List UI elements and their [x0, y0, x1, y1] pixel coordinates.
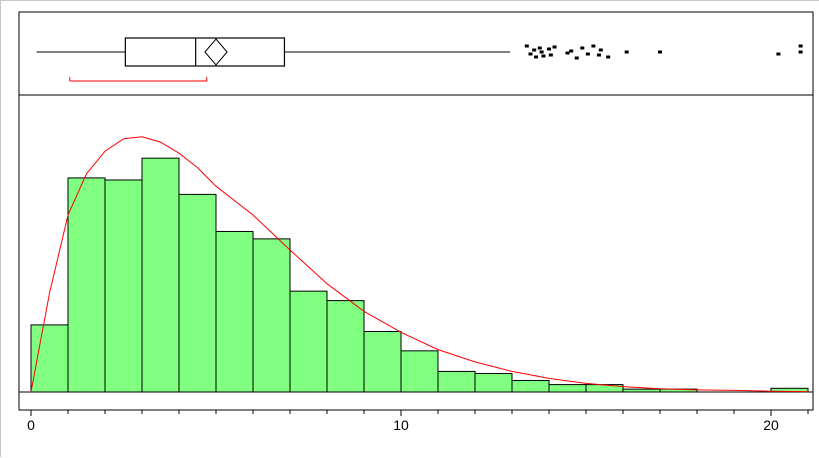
density-curve	[30, 136, 809, 393]
outlier-point	[524, 44, 529, 48]
outlier-point	[552, 45, 557, 49]
outlier-point	[606, 55, 611, 59]
x-tick-label: 20	[763, 417, 779, 433]
histogram-panel	[18, 94, 814, 411]
mean-diamond	[204, 38, 228, 66]
outlier-point	[596, 53, 601, 57]
outlier-point	[537, 46, 542, 50]
outlier-point	[591, 44, 596, 48]
x-tick-label: 0	[27, 417, 35, 433]
outlier-point	[585, 52, 590, 56]
histogram-bar	[511, 379, 550, 393]
outlier-point	[547, 47, 551, 51]
histogram-bar	[252, 238, 291, 393]
histogram-bar	[474, 372, 513, 393]
outlier-point	[624, 50, 629, 54]
outlier-point	[798, 44, 803, 48]
outlier-point	[658, 50, 662, 54]
shortest-half-bracket	[69, 77, 208, 82]
outlier-point	[539, 50, 544, 54]
outlier-point	[798, 50, 803, 54]
outlier-point	[548, 53, 553, 57]
outlier-point	[776, 52, 781, 56]
x-tick-label: 10	[393, 417, 409, 433]
outlier-point	[565, 51, 570, 55]
histogram-bar	[67, 177, 106, 393]
histogram-panel-border	[18, 94, 814, 411]
x-axis: 0 10 20	[27, 410, 809, 433]
histogram-bar	[548, 384, 587, 393]
histogram-bar	[104, 179, 143, 393]
outlier-point	[534, 55, 539, 59]
outlier-point	[528, 52, 533, 56]
outlier-point	[532, 48, 537, 52]
outlier-point	[569, 49, 574, 53]
histogram-bar	[215, 230, 254, 393]
histogram-bar	[178, 193, 217, 393]
box-plot-panel	[18, 11, 814, 96]
outlier-point	[598, 48, 603, 52]
outlier-point	[541, 54, 546, 58]
histogram-bar	[326, 300, 365, 393]
histogram-bar	[289, 290, 328, 393]
histogram-bar	[141, 157, 180, 393]
outlier-point	[574, 56, 579, 60]
histogram-bar	[400, 350, 439, 393]
outlier-point	[580, 46, 585, 50]
histogram-bar	[30, 324, 69, 393]
histogram-bar	[363, 330, 402, 393]
histogram-bar	[437, 370, 476, 393]
